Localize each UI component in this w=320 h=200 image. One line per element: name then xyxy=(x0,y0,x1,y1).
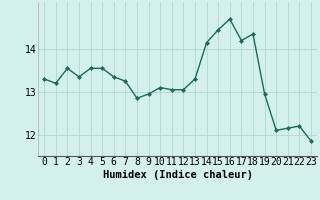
X-axis label: Humidex (Indice chaleur): Humidex (Indice chaleur) xyxy=(103,170,252,180)
